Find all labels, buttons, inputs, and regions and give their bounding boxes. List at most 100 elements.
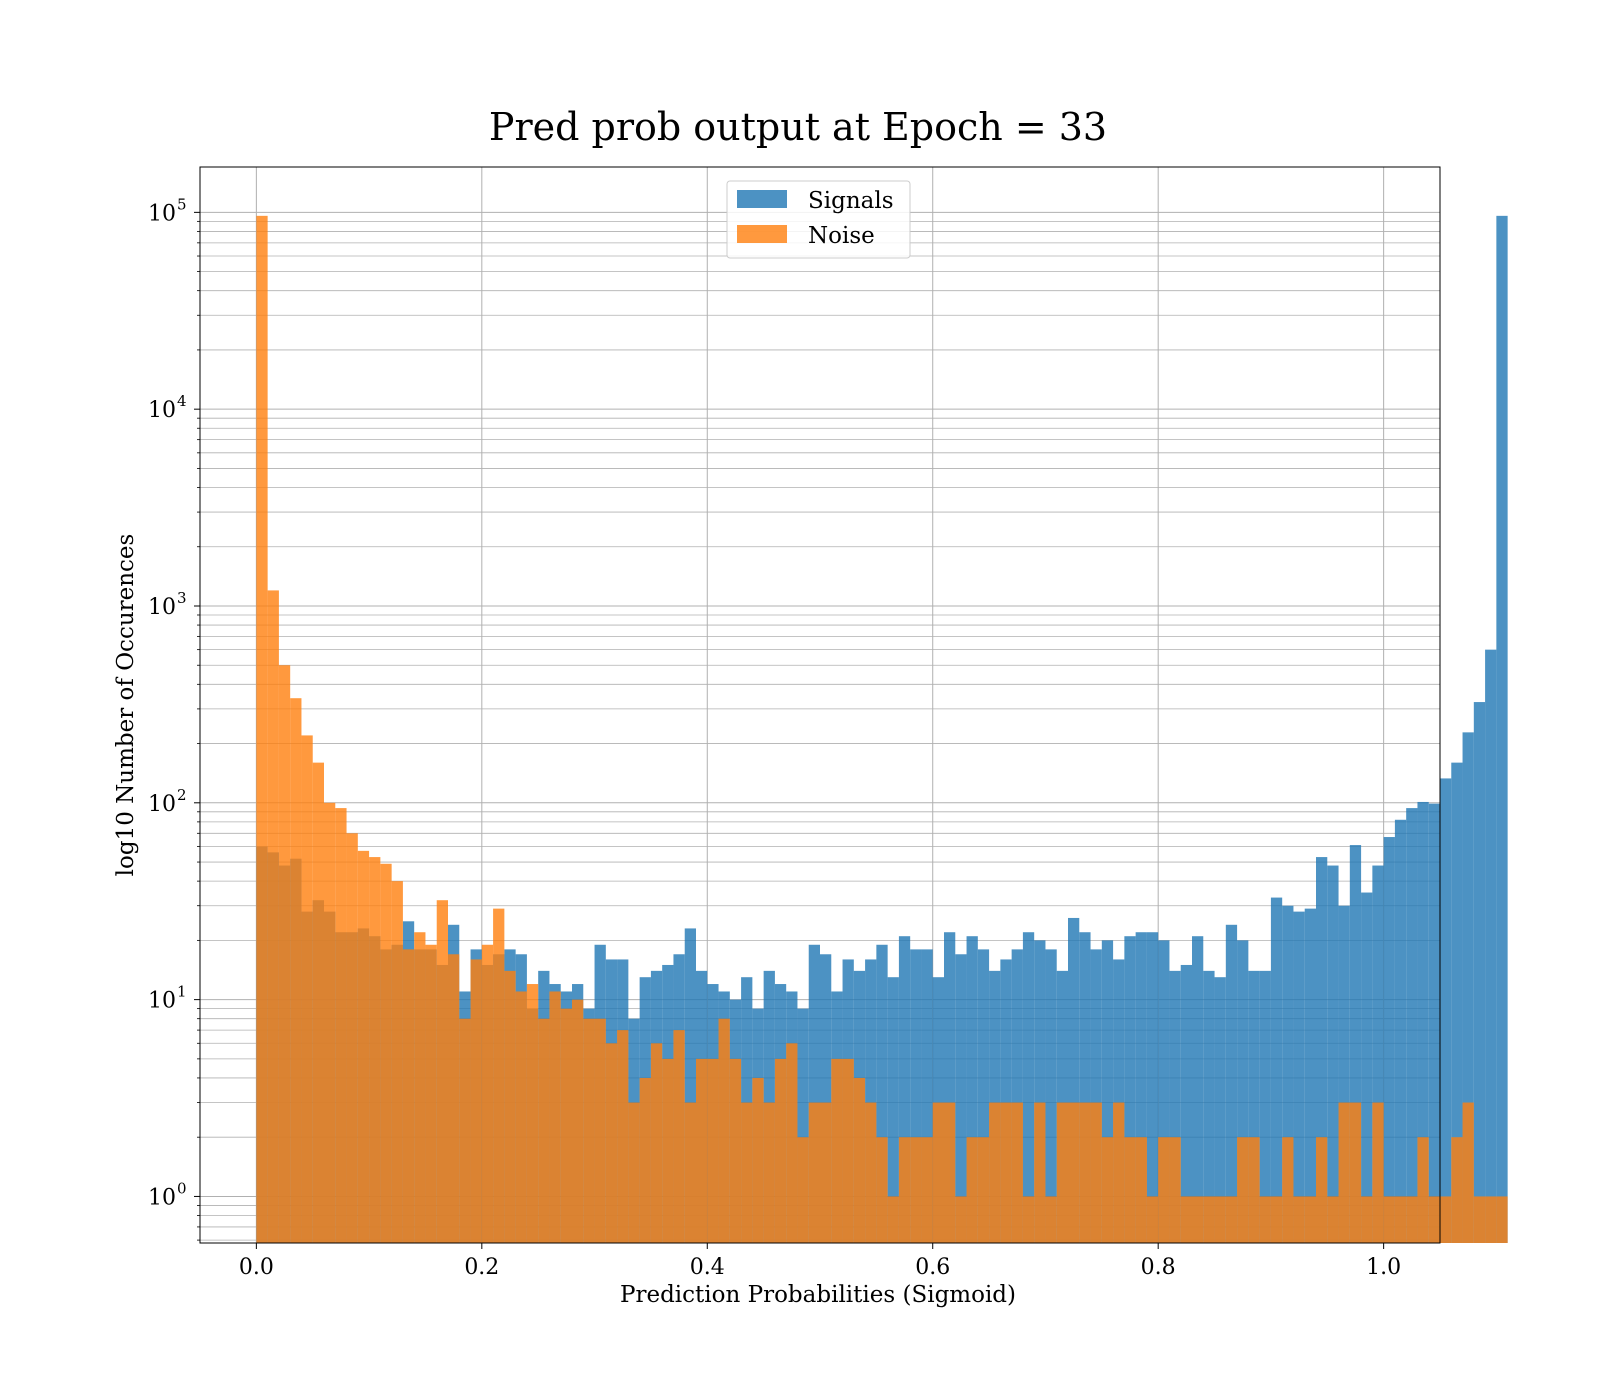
bar-noise — [1417, 1137, 1429, 1243]
bar-signals — [1214, 977, 1226, 1243]
bar-noise — [324, 802, 336, 1243]
bar-noise — [1496, 1196, 1508, 1243]
series-noise — [256, 215, 1508, 1244]
bar-signals — [887, 977, 899, 1243]
legend: Signals Noise — [726, 180, 911, 259]
bar-noise — [741, 1102, 753, 1243]
bar-signals — [966, 936, 978, 1243]
bar-signals — [1135, 932, 1147, 1243]
bar-noise — [515, 991, 527, 1243]
bar-noise — [493, 908, 505, 1243]
bar-noise — [865, 1102, 877, 1243]
bar-noise — [639, 1077, 651, 1243]
bar-noise — [763, 1102, 775, 1243]
bar-noise — [1022, 1196, 1035, 1243]
bar-noise — [1079, 1102, 1091, 1243]
bar-noise — [1068, 1102, 1080, 1243]
bar-signals — [1011, 949, 1023, 1243]
legend-label-signals: Signals — [808, 188, 894, 214]
bar-signals — [1440, 778, 1452, 1243]
legend-swatch-signals — [737, 190, 787, 208]
y-tick-label: 10 — [148, 595, 176, 620]
bar-noise — [718, 1018, 730, 1243]
bar-signals — [921, 949, 933, 1243]
bar-signals — [1022, 932, 1035, 1243]
bar-noise — [944, 1102, 956, 1243]
bar-noise — [1394, 1196, 1407, 1243]
bar-noise — [526, 984, 539, 1243]
bar-noise — [898, 1137, 911, 1243]
bar-noise — [1090, 1102, 1102, 1243]
bar-noise — [357, 850, 370, 1243]
bar-noise — [921, 1137, 933, 1243]
bar-noise — [1428, 1196, 1440, 1243]
bar-noise — [1270, 1196, 1283, 1243]
bar-noise — [278, 665, 291, 1243]
y-tick-exponent: 3 — [177, 589, 187, 607]
bar-noise — [786, 1043, 798, 1243]
bar-signals — [1079, 932, 1091, 1243]
y-tick-label: 10 — [148, 398, 176, 423]
bar-noise — [910, 1137, 922, 1243]
x-tick-label: 0.2 — [464, 1255, 499, 1280]
plot-frame — [199, 166, 1441, 1244]
bar-noise — [425, 944, 437, 1243]
bar-noise — [1214, 1196, 1226, 1243]
bar-noise — [1000, 1102, 1012, 1243]
y-tick-exponent: 5 — [177, 195, 187, 213]
bar-noise — [1158, 1137, 1170, 1243]
bar-noise — [1192, 1196, 1204, 1243]
bar-signals — [1034, 940, 1046, 1243]
x-tick-label: 0.4 — [690, 1255, 725, 1280]
bar-noise — [797, 1137, 809, 1243]
bar-noise — [560, 1008, 572, 1243]
bar-signals — [1225, 924, 1238, 1243]
bar-noise — [1225, 1196, 1238, 1243]
bar-noise — [1045, 1196, 1057, 1243]
bar-signals — [1282, 905, 1294, 1243]
bar-signals — [684, 928, 696, 1243]
bar-noise — [729, 1058, 742, 1243]
bar-noise — [504, 970, 516, 1243]
bar-signals — [1090, 949, 1102, 1243]
bar-noise — [1473, 1196, 1486, 1243]
bar-noise — [267, 590, 279, 1243]
bar-noise — [346, 833, 358, 1243]
bar-noise — [583, 1018, 595, 1243]
bar-noise — [1124, 1137, 1136, 1243]
bar-noise — [572, 999, 584, 1243]
bar-noise — [853, 1077, 866, 1243]
bar-noise — [301, 735, 313, 1243]
bar-noise — [1462, 1102, 1474, 1243]
bar-signals — [1372, 865, 1384, 1243]
bar-signals — [865, 959, 877, 1243]
bar-noise — [369, 857, 381, 1243]
bar-noise — [628, 1102, 640, 1243]
bar-noise — [312, 762, 324, 1243]
bar-noise — [538, 1018, 550, 1243]
y-tick-exponent: 4 — [177, 392, 187, 410]
bar-signals — [1158, 940, 1170, 1243]
bar-noise — [1406, 1196, 1418, 1243]
bar-noise — [1451, 1137, 1463, 1243]
bar-noise — [1372, 1102, 1384, 1243]
y-tick-label: 10 — [148, 989, 176, 1014]
bar-noise — [842, 1058, 854, 1243]
y-tick-exponent: 2 — [177, 786, 187, 804]
bar-noise — [1316, 1137, 1328, 1243]
bar-signals — [1428, 803, 1440, 1243]
bar-noise — [1056, 1102, 1068, 1243]
bar-noise — [752, 1077, 764, 1243]
bar-signals — [955, 954, 967, 1243]
bar-noise — [1034, 1102, 1046, 1243]
bar-noise — [1203, 1196, 1215, 1243]
bar-noise — [662, 1058, 674, 1243]
bar-noise — [605, 1043, 618, 1243]
bar-signals — [1113, 959, 1125, 1243]
bar-signals — [1361, 892, 1373, 1243]
bar-signals — [820, 954, 832, 1243]
bar-noise — [684, 1102, 696, 1243]
bar-noise — [1293, 1196, 1305, 1243]
